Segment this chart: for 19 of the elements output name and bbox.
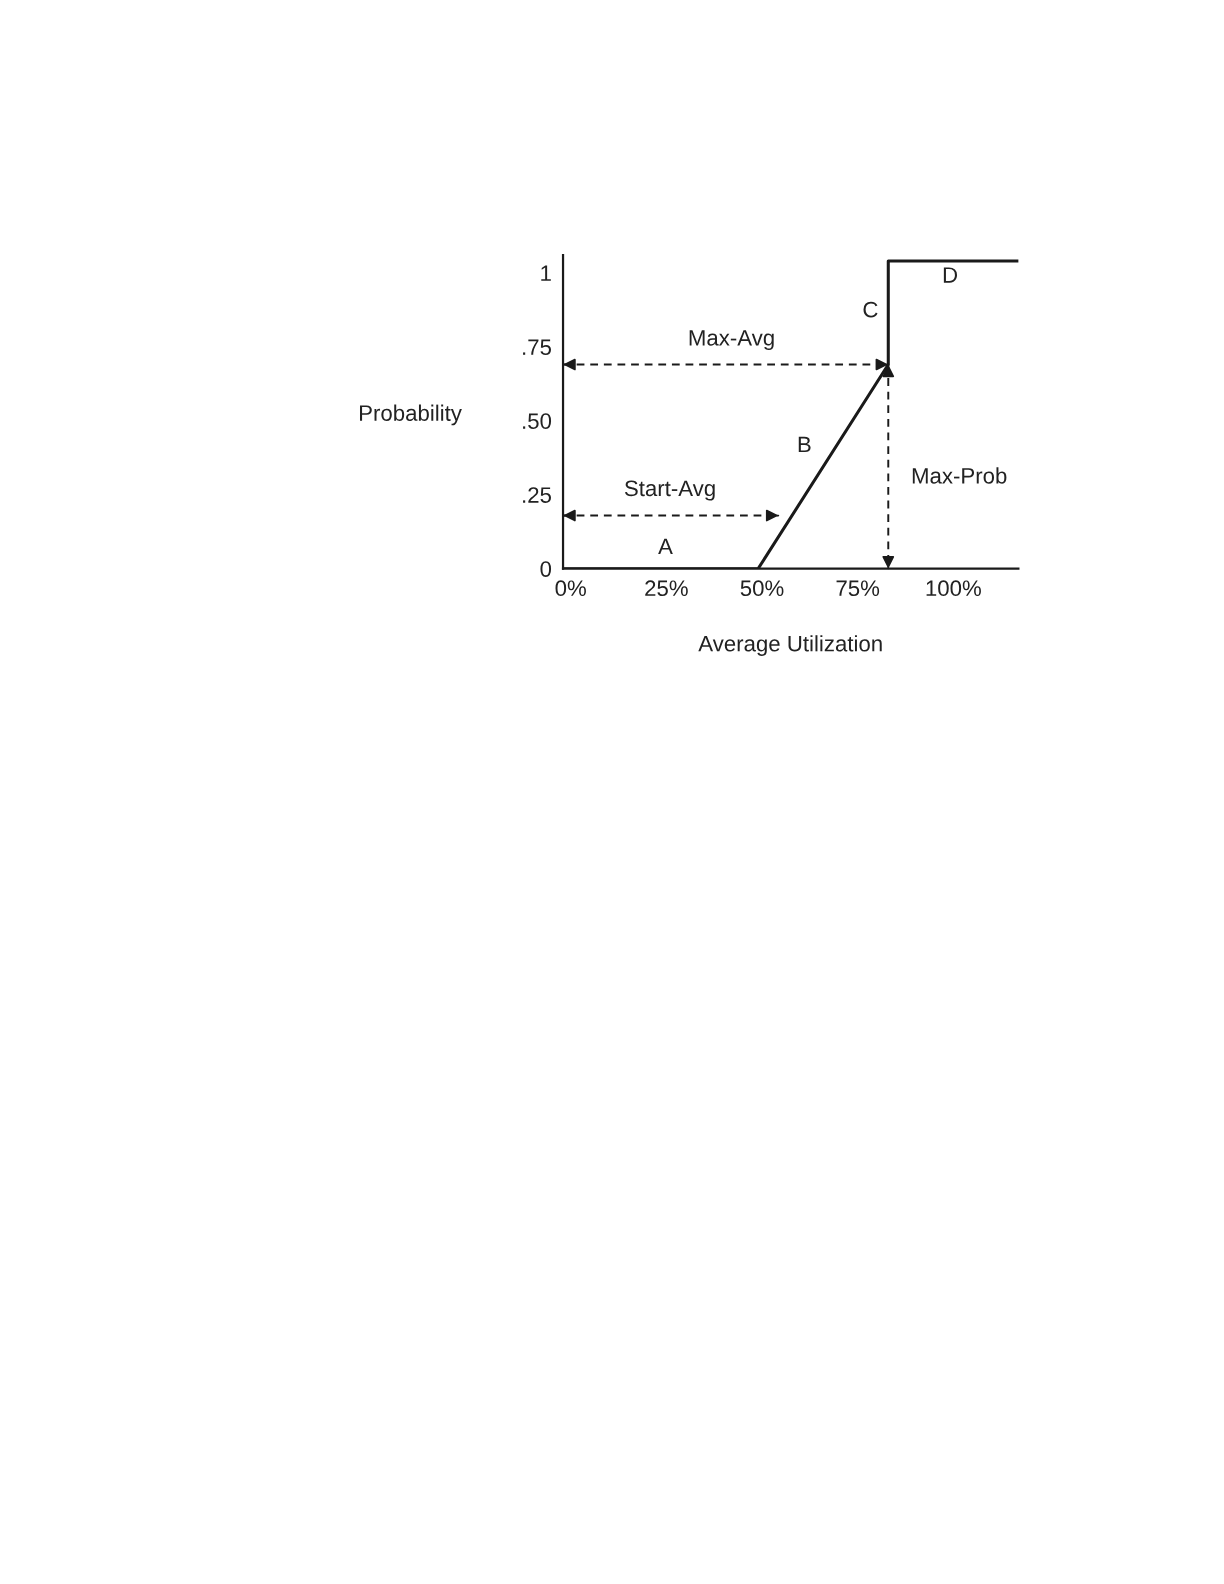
y-tick-label: .75 [523,339,551,356]
y-tick-label: 1 [541,265,551,281]
y-tick-label: .50 [523,413,552,429]
x-axis-title: Average Utilization [698,635,882,656]
x-tick-label: 100% [926,580,981,597]
y-axis-title: Probability [360,404,462,426]
y-tick-label: 0 [540,561,552,577]
annotation: D [943,267,958,283]
y-tick-label: .25 [523,487,551,503]
x-tick-label: 75% [836,580,880,597]
x-tick-label: 50% [740,580,784,597]
annotation: C [863,301,878,318]
annotation: Max-Prob [912,467,1007,484]
x-tick-label: 25% [645,580,688,597]
annotation: Max-Avg [689,330,774,351]
x-tick-label: 0% [555,580,586,597]
annotation: Start-Avg [624,480,715,501]
annotation: B [798,436,811,453]
annotation: A [658,538,673,555]
